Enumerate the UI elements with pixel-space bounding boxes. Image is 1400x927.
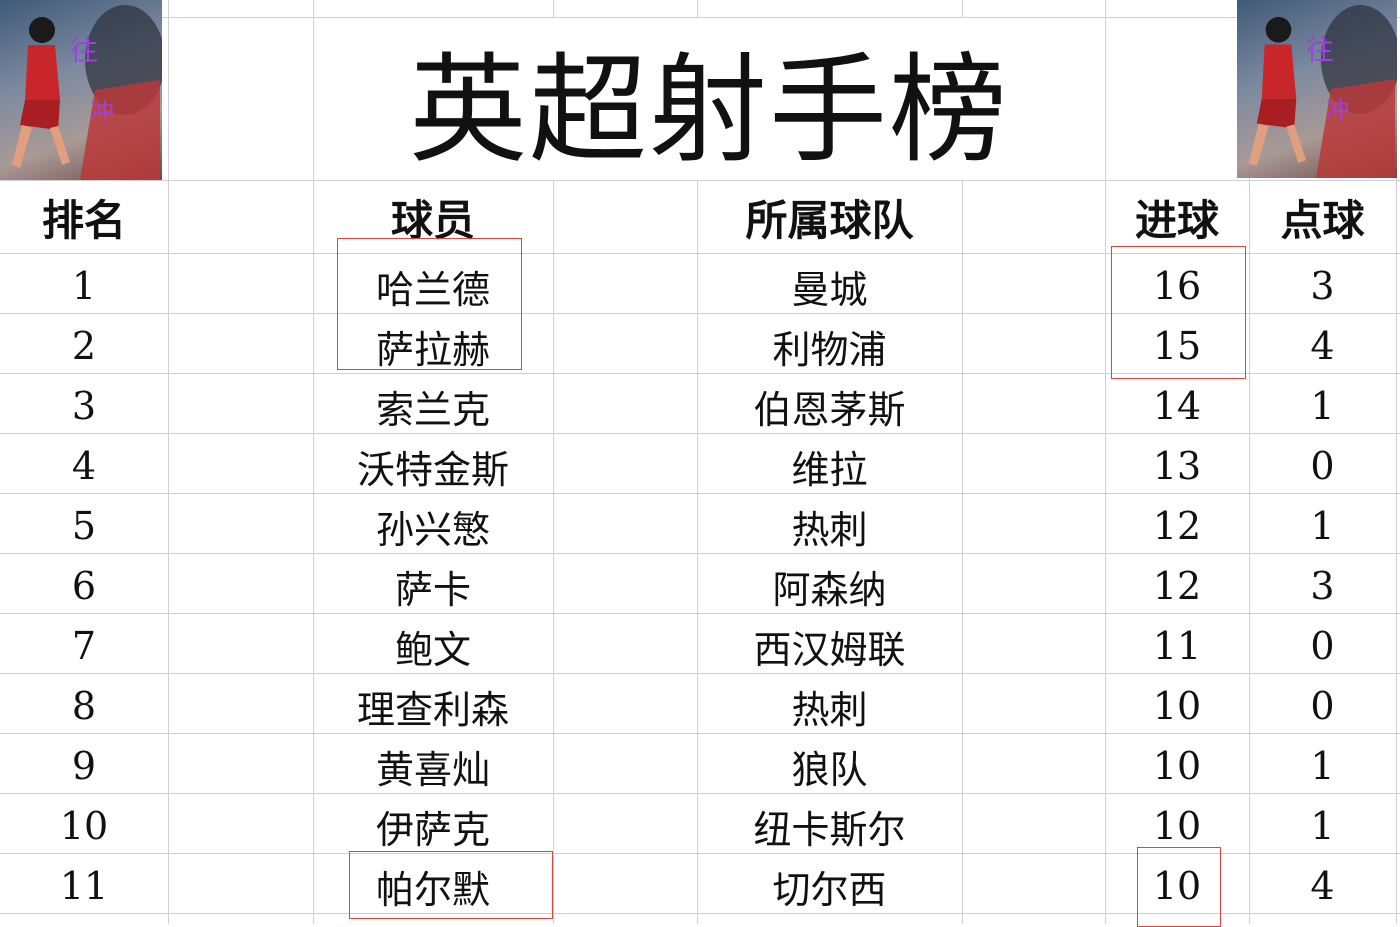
grid-line: [553, 0, 554, 924]
cell-player: 理查利森: [356, 687, 509, 732]
cell-player: 孙兴慜: [375, 507, 490, 552]
header-team: 所属球队: [745, 195, 914, 245]
cell-rank: 8: [71, 684, 97, 728]
page-title: 英超射手榜: [314, 18, 1104, 180]
cell-team: 阿森纳: [772, 567, 887, 612]
cell-rank: 5: [71, 504, 97, 548]
cell-penalties: 0: [1310, 684, 1335, 728]
cell-goals: 16: [1152, 264, 1202, 308]
grid-line: [962, 0, 963, 924]
cell-team: 热刺: [791, 687, 868, 732]
cell-team: 曼城: [791, 267, 868, 312]
header-penalties: 点球: [1280, 195, 1365, 245]
cell-goals: 15: [1152, 324, 1202, 368]
svg-text:往: 往: [1306, 33, 1334, 66]
grid-line: [0, 313, 1400, 314]
cell-team: 西汉姆联: [753, 627, 906, 672]
grid-line: [0, 17, 1400, 18]
cell-rank: 7: [71, 624, 97, 668]
anime-player-image: 往 冲: [0, 0, 162, 180]
grid-line: [0, 433, 1400, 434]
cell-team: 利物浦: [772, 327, 887, 372]
cell-team: 热刺: [791, 507, 868, 552]
grid-line: [0, 493, 1400, 494]
cell-goals: 10: [1152, 744, 1202, 788]
cell-team: 纽卡斯尔: [753, 807, 906, 852]
grid-line: [0, 913, 1400, 914]
cell-goals: 14: [1152, 384, 1202, 428]
grid-line: [697, 0, 698, 924]
grid-line: [313, 0, 314, 924]
cell-penalties: 1: [1310, 804, 1335, 848]
cell-player: 沃特金斯: [356, 447, 509, 492]
grid-line: [0, 553, 1400, 554]
grid-line: [0, 373, 1400, 374]
cell-penalties: 4: [1310, 864, 1335, 908]
cell-player: 伊萨克: [375, 807, 490, 852]
cell-rank: 9: [71, 744, 97, 788]
cell-goals: 12: [1152, 504, 1202, 548]
cell-team: 伯恩茅斯: [753, 387, 906, 432]
cell-rank: 11: [59, 864, 109, 908]
cell-goals: 11: [1152, 624, 1202, 668]
grid-line: [1105, 0, 1106, 924]
cell-team: 切尔西: [772, 867, 887, 912]
cell-player: 索兰克: [375, 387, 490, 432]
grid-line: [0, 853, 1400, 854]
cell-penalties: 0: [1310, 444, 1335, 488]
grid-line: [1396, 0, 1397, 924]
cell-player: 鲍文: [394, 627, 471, 672]
grid-line: [1249, 0, 1250, 924]
cell-penalties: 1: [1310, 504, 1335, 548]
cell-player: 哈兰德: [375, 267, 490, 312]
cell-goals: 10: [1152, 864, 1202, 908]
cell-player: 萨卡: [394, 567, 471, 612]
cell-penalties: 1: [1310, 384, 1335, 428]
cell-penalties: 0: [1310, 624, 1335, 668]
cell-penalties: 3: [1310, 564, 1335, 608]
svg-text:冲: 冲: [90, 98, 114, 126]
grid-line: [0, 673, 1400, 674]
grid-line: [0, 180, 1400, 181]
grid-line: [0, 613, 1400, 614]
cell-goals: 10: [1152, 804, 1202, 848]
cell-team: 狼队: [791, 747, 868, 792]
svg-text:冲: 冲: [1326, 97, 1350, 125]
cell-penalties: 1: [1310, 744, 1335, 788]
grid-line: [0, 733, 1400, 734]
cell-rank: 2: [71, 324, 97, 368]
cell-player: 帕尔默: [375, 867, 490, 912]
cell-goals: 12: [1152, 564, 1202, 608]
grid-line: [0, 253, 1400, 254]
cell-rank: 6: [71, 564, 97, 608]
cell-player: 黄喜灿: [375, 747, 490, 792]
cell-goals: 10: [1152, 684, 1202, 728]
header-rank: 排名: [41, 195, 126, 245]
grid-line: [168, 0, 169, 924]
grid-line: [0, 793, 1400, 794]
cell-penalties: 4: [1310, 324, 1335, 368]
cell-team: 维拉: [791, 447, 868, 492]
cell-penalties: 3: [1310, 264, 1335, 308]
cell-goals: 13: [1152, 444, 1202, 488]
anime-player-image: 往 冲: [1237, 0, 1397, 178]
svg-text:往: 往: [70, 34, 98, 67]
header-player: 球员: [390, 195, 475, 245]
cell-rank: 10: [59, 804, 109, 848]
cell-rank: 4: [71, 444, 97, 488]
cell-rank: 1: [71, 264, 97, 308]
header-goals: 进球: [1134, 195, 1219, 245]
cell-rank: 3: [71, 384, 97, 428]
cell-player: 萨拉赫: [375, 327, 490, 372]
